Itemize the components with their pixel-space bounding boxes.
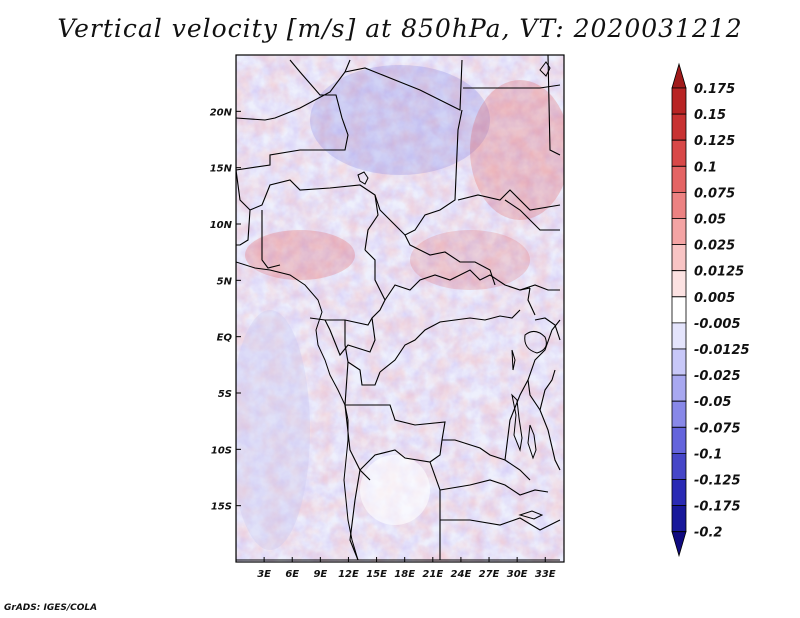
colorbar-swatch xyxy=(671,218,687,245)
coastline xyxy=(236,261,359,561)
lon-tick-label: 6E xyxy=(285,569,299,580)
map-frame xyxy=(235,54,565,563)
colorbar-label: 0.025 xyxy=(694,239,735,254)
country-boundaries xyxy=(236,55,561,561)
colorbar-swatch xyxy=(671,270,687,298)
colorbar-swatch xyxy=(671,322,687,350)
lat-tick-label: 15N xyxy=(210,164,233,175)
colorbar-label: -0.125 xyxy=(694,474,741,489)
colorbar: 0.175 0.15 0.125 0.1 0.075 0.05 0.025 0.0125 0.0… xyxy=(671,62,750,558)
lon-tick-label: 27E xyxy=(479,569,500,580)
lat-tick-label: 5S xyxy=(218,389,232,400)
lakes xyxy=(357,61,551,520)
lat-tick-label: 10S xyxy=(211,445,232,456)
colorbar-swatch xyxy=(671,531,687,558)
lon-tick-label: 24E xyxy=(451,569,472,580)
colorbar-label: -0.175 xyxy=(694,500,741,515)
lat-tick-label: 5N xyxy=(217,276,233,287)
colorbar-label: -0.2 xyxy=(694,526,722,541)
colorbar-swatch xyxy=(671,244,687,272)
map-title: Vertical velocity [m/s] at 850hPa, VT: 2… xyxy=(57,14,743,43)
lon-tick-label: 15E xyxy=(366,569,387,580)
axis-ticks: 3E 6E 9E 12E 15E 18E 21E 24E 27E 30E 33E 20N 15N 10N 5… xyxy=(210,107,556,580)
colorbar-swatch xyxy=(671,479,687,506)
colorbar-label: -0.1 xyxy=(694,447,722,462)
lon-tick-label: 3E xyxy=(257,569,271,580)
lat-tick-label: 10N xyxy=(210,220,233,231)
colorbar-label: 0.0125 xyxy=(694,265,744,280)
lon-tick-label: 33E xyxy=(535,569,556,580)
colorbar-label: 0.15 xyxy=(694,108,726,123)
colorbar-swatch xyxy=(671,113,687,141)
colorbar-label: -0.05 xyxy=(694,395,731,410)
colorbar-swatch xyxy=(671,192,687,219)
colorbar-swatch xyxy=(671,296,687,324)
colorbar-swatch xyxy=(671,62,687,89)
lat-tick-label: EQ xyxy=(217,333,233,344)
colorbar-swatch xyxy=(671,348,687,376)
colorbar-label: 0.1 xyxy=(694,160,717,175)
lon-tick-label: 12E xyxy=(338,569,359,580)
colorbar-swatch xyxy=(671,374,687,402)
colorbar-label: -0.0125 xyxy=(694,343,750,358)
lat-tick-label: 20N xyxy=(210,107,233,118)
colorbar-swatch xyxy=(671,400,687,428)
lon-tick-label: 30E xyxy=(507,569,528,580)
colorbar-swatch xyxy=(671,87,687,115)
colorbar-swatch xyxy=(671,453,687,480)
colorbar-swatch xyxy=(671,139,687,167)
colorbar-label: -0.025 xyxy=(694,369,741,384)
colorbar-label: 0.05 xyxy=(694,213,726,228)
colorbar-label: 0.175 xyxy=(694,82,735,97)
colorbar-label: 0.125 xyxy=(694,134,735,149)
colorbar-swatch xyxy=(671,505,687,533)
lon-tick-label: 18E xyxy=(394,569,415,580)
lat-tick-label: 15S xyxy=(211,502,232,513)
lon-tick-label: 21E xyxy=(422,569,443,580)
colorbar-swatch xyxy=(671,426,687,454)
vertical-velocity-field xyxy=(236,55,564,562)
colorbar-label: 0.075 xyxy=(694,186,735,201)
colorbar-label: -0.005 xyxy=(694,317,741,332)
colorbar-label: -0.075 xyxy=(694,421,741,436)
colorbar-label: 0.005 xyxy=(694,291,735,306)
grads-credit: GrADS: IGES/COLA xyxy=(4,603,98,613)
lon-tick-label: 9E xyxy=(313,569,327,580)
colorbar-swatch xyxy=(671,165,687,193)
